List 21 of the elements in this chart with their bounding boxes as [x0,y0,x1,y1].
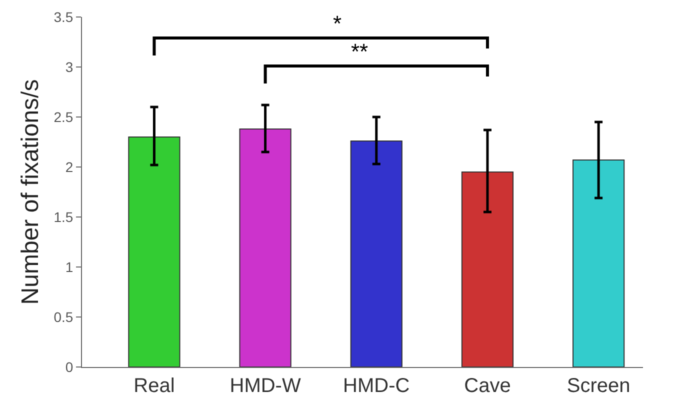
y-axis-title: Number of fixations/s [16,79,44,305]
y-tick-label: 2 [65,158,74,175]
y-tick-label: 0 [65,358,74,375]
annotation: * [333,11,342,36]
bar [350,140,402,367]
x-tick-label: Screen [566,375,630,397]
y-tick-label: 0.5 [54,308,74,325]
bar [239,128,292,367]
x-tick-label: HMD-W [230,375,301,397]
bar [461,172,514,367]
annotation: ** [351,39,369,64]
y-tick-label: 1.5 [54,208,74,225]
bar [572,160,625,367]
y-tick-label: 3.5 [54,8,74,25]
bar [128,136,180,367]
y-tick-label: 2.5 [54,108,74,125]
x-tick-label: Cave [464,375,511,397]
y-tick-label: 1 [65,258,74,275]
y-tick-label: 3 [65,58,74,75]
x-tick-label: Real [134,375,175,397]
x-tick-label: HMD-C [343,375,410,397]
